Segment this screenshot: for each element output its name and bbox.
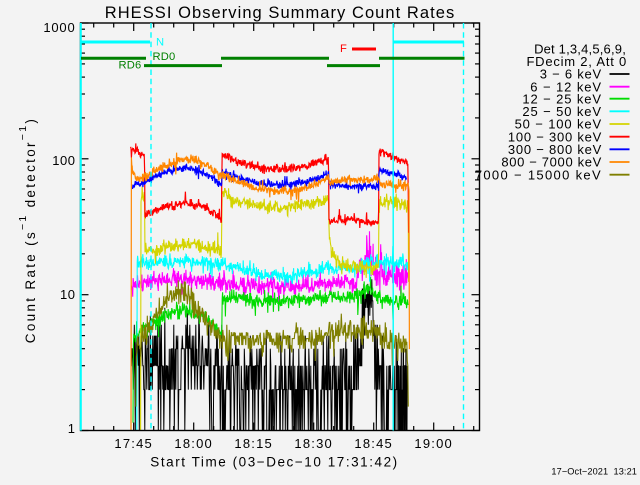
svg-text:10: 10 (60, 287, 75, 302)
svg-text:25 − 50 keV: 25 − 50 keV (522, 104, 602, 119)
svg-text:3 − 6 keV: 3 − 6 keV (540, 67, 602, 82)
svg-text:17:45: 17:45 (114, 436, 153, 451)
svg-text:6 − 12 keV: 6 − 12 keV (530, 79, 602, 94)
svg-text:1000: 1000 (43, 20, 75, 35)
svg-text:100: 100 (52, 153, 75, 168)
svg-text:FDecim 2, Att 0: FDecim 2, Att 0 (526, 54, 627, 69)
svg-text:F: F (340, 43, 347, 55)
svg-text:100 − 300 keV: 100 − 300 keV (508, 129, 602, 144)
svg-text:300 − 800 keV: 300 − 800 keV (508, 142, 602, 157)
svg-text:7000 − 15000 keV: 7000 − 15000 keV (475, 167, 602, 182)
svg-text:Det 1,3,4,5,6,9,: Det 1,3,4,5,6,9, (534, 41, 626, 56)
svg-text:1: 1 (68, 421, 76, 436)
svg-text:RHESSI Observing Summary Count: RHESSI Observing Summary Count Rates (105, 4, 456, 22)
svg-text:12 − 25 keV: 12 − 25 keV (522, 91, 602, 106)
svg-text:18:00: 18:00 (174, 436, 213, 451)
svg-text:19:00: 19:00 (414, 436, 453, 451)
svg-text:18:45: 18:45 (354, 436, 393, 451)
svg-text:RD0: RD0 (153, 51, 176, 63)
svg-text:50 − 100 keV: 50 − 100 keV (515, 117, 602, 132)
svg-text:Start Time (03−Dec−10 17:31:42: Start Time (03−Dec−10 17:31:42) (150, 455, 398, 470)
svg-text:17−Oct−2021 13:21: 17−Oct−2021 13:21 (551, 467, 637, 477)
svg-text:18:30: 18:30 (294, 436, 333, 451)
svg-text:RD6: RD6 (119, 60, 142, 72)
svg-text:N: N (156, 37, 164, 49)
svg-text:800 − 7000 keV: 800 − 7000 keV (501, 155, 602, 170)
svg-text:18:15: 18:15 (234, 436, 273, 451)
